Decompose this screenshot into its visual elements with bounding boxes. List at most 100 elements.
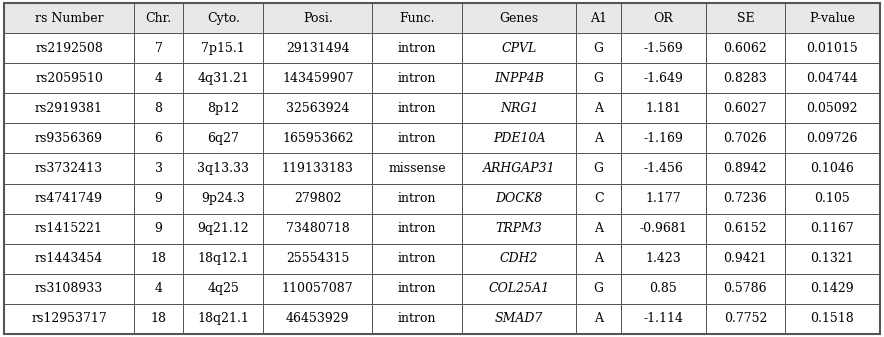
Bar	[785, 153, 880, 184]
Bar	[184, 214, 263, 244]
Text: DOCK8: DOCK8	[495, 192, 543, 205]
Bar	[576, 33, 621, 63]
Bar	[705, 93, 785, 123]
Bar	[621, 63, 705, 93]
Text: C: C	[594, 192, 604, 205]
Bar	[133, 214, 184, 244]
Bar	[705, 33, 785, 63]
Text: COL25A1: COL25A1	[489, 282, 550, 295]
Text: 29131494: 29131494	[286, 42, 349, 55]
Text: G: G	[594, 282, 604, 295]
Bar	[133, 63, 184, 93]
Bar	[621, 33, 705, 63]
Text: 18: 18	[150, 312, 166, 325]
Bar	[705, 214, 785, 244]
Text: 0.6152: 0.6152	[723, 222, 767, 235]
Bar	[133, 244, 184, 274]
Bar	[462, 33, 576, 63]
Text: intron: intron	[398, 192, 437, 205]
Text: Posi.: Posi.	[303, 12, 332, 25]
Bar	[785, 3, 880, 33]
Text: 0.09726: 0.09726	[806, 132, 858, 145]
Bar	[462, 123, 576, 153]
Bar	[184, 3, 263, 33]
Text: intron: intron	[398, 42, 437, 55]
Text: 0.1429: 0.1429	[811, 282, 854, 295]
Text: 8p12: 8p12	[207, 102, 240, 115]
Bar	[184, 184, 263, 214]
Bar	[785, 214, 880, 244]
Text: rs Number: rs Number	[34, 12, 103, 25]
Bar	[4, 244, 133, 274]
Bar	[372, 3, 461, 33]
Text: ARHGAP31: ARHGAP31	[483, 162, 555, 175]
Bar	[705, 274, 785, 304]
Text: 279802: 279802	[294, 192, 341, 205]
Bar	[263, 3, 372, 33]
Text: A: A	[594, 252, 603, 265]
Text: 0.1518: 0.1518	[811, 312, 854, 325]
Text: 0.7752: 0.7752	[724, 312, 767, 325]
Text: 4q25: 4q25	[207, 282, 240, 295]
Bar	[462, 184, 576, 214]
Bar	[372, 274, 461, 304]
Bar	[4, 153, 133, 184]
Text: -1.649: -1.649	[644, 72, 683, 85]
Text: missense: missense	[388, 162, 446, 175]
Bar	[462, 3, 576, 33]
Text: Cyto.: Cyto.	[207, 12, 240, 25]
Text: 0.9421: 0.9421	[723, 252, 767, 265]
Bar	[4, 304, 133, 334]
Bar	[263, 304, 372, 334]
Bar	[372, 93, 461, 123]
Bar	[462, 304, 576, 334]
Text: G: G	[594, 42, 604, 55]
Bar	[576, 184, 621, 214]
Bar	[576, 304, 621, 334]
Text: -1.569: -1.569	[644, 42, 683, 55]
Bar	[621, 274, 705, 304]
Bar	[621, 123, 705, 153]
Text: rs3732413: rs3732413	[35, 162, 103, 175]
Bar	[4, 214, 133, 244]
Bar	[263, 123, 372, 153]
Bar	[4, 274, 133, 304]
Text: 9p24.3: 9p24.3	[202, 192, 245, 205]
Text: 0.1321: 0.1321	[811, 252, 854, 265]
Text: CPVL: CPVL	[501, 42, 537, 55]
Bar	[785, 274, 880, 304]
Text: rs2192508: rs2192508	[35, 42, 103, 55]
Bar	[133, 304, 184, 334]
Text: 0.01015: 0.01015	[806, 42, 858, 55]
Text: 0.105: 0.105	[814, 192, 850, 205]
Bar	[621, 93, 705, 123]
Bar	[785, 304, 880, 334]
Bar	[184, 33, 263, 63]
Bar	[263, 274, 372, 304]
Text: -1.114: -1.114	[644, 312, 683, 325]
Bar	[263, 153, 372, 184]
Bar	[785, 63, 880, 93]
Bar	[372, 304, 461, 334]
Text: 0.6062: 0.6062	[723, 42, 767, 55]
Bar	[184, 274, 263, 304]
Bar	[576, 3, 621, 33]
Text: 119133183: 119133183	[282, 162, 354, 175]
Text: 165953662: 165953662	[282, 132, 354, 145]
Bar	[4, 184, 133, 214]
Bar	[4, 123, 133, 153]
Bar	[133, 93, 184, 123]
Bar	[372, 184, 461, 214]
Bar	[372, 153, 461, 184]
Bar	[705, 123, 785, 153]
Text: intron: intron	[398, 72, 437, 85]
Text: A1: A1	[591, 12, 607, 25]
Text: intron: intron	[398, 222, 437, 235]
Text: rs4741749: rs4741749	[35, 192, 103, 205]
Text: 110057087: 110057087	[282, 282, 354, 295]
Bar	[133, 33, 184, 63]
Bar	[263, 214, 372, 244]
Text: G: G	[594, 162, 604, 175]
Bar	[263, 63, 372, 93]
Text: 3q13.33: 3q13.33	[197, 162, 249, 175]
